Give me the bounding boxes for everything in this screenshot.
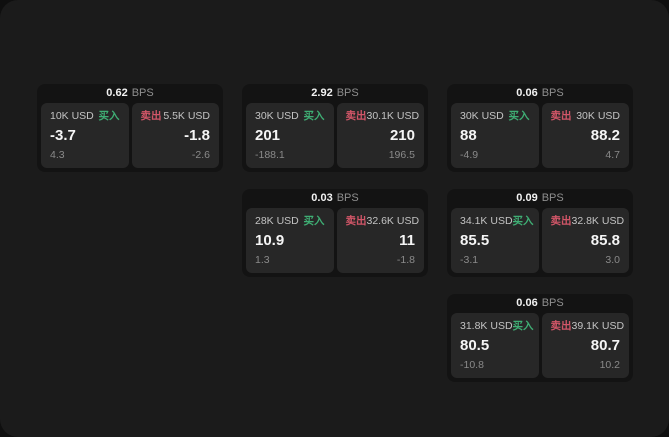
bps-label: BPS [336,87,359,99]
sell-panel[interactable]: 卖出 32.6K USD 11 -1.8 [336,208,424,273]
buy-side-label: 买入 [303,215,325,227]
buy-amount: 31.8K USD [460,320,513,332]
sell-amount: 39.1K USD [571,320,625,332]
sell-amount: 30.1K USD [366,110,420,122]
buy-price: 10.9 [255,232,285,249]
bps-label: BPS [541,297,564,309]
bps-value: 0.06 [516,87,538,99]
sell-delta: -1.8 [396,254,415,266]
bps-label: BPS [131,87,154,99]
sell-delta: -2.6 [191,149,210,161]
buy-delta: 1.3 [255,254,270,266]
sell-delta: 3.0 [605,254,620,266]
bps-header: 0.03 BPS [246,189,424,208]
buy-side-label: 买入 [512,215,534,227]
buy-price: 80.5 [460,337,490,354]
bps-label: BPS [541,192,564,204]
buy-side-label: 买入 [98,110,120,122]
bps-header: 0.62 BPS [41,84,219,103]
sell-side-label: 卖出 [550,320,572,332]
bps-label: BPS [336,192,359,204]
sell-delta: 10.2 [599,359,620,371]
sell-side-label: 卖出 [140,110,162,122]
sell-price: -1.8 [184,127,210,144]
bps-header: 0.06 BPS [451,294,629,313]
sell-price: 11 [399,232,415,249]
quote-grid: 0.62 BPS 10K USD 买入 -3.7 4.3 卖出 5.5K USD [37,84,633,382]
sell-panel[interactable]: 卖出 32.8K USD 85.8 3.0 [541,208,629,273]
buy-delta: 4.3 [50,149,65,161]
buy-amount: 30K USD [255,110,299,122]
buy-price: 88 [460,127,477,144]
bps-value: 2.92 [311,87,333,99]
bps-header: 0.09 BPS [451,189,629,208]
bps-value: 0.62 [106,87,128,99]
buy-panel[interactable]: 34.1K USD 买入 85.5 -3.1 [451,208,539,273]
quote-card: 2.92 BPS 30K USD 买入 201 -188.1 卖出 30.1K U… [242,84,428,172]
sell-side-label: 卖出 [550,215,572,227]
sell-amount: 5.5K USD [163,110,210,122]
buy-amount: 30K USD [460,110,504,122]
buy-price: 201 [255,127,281,144]
bps-label: BPS [541,87,564,99]
buy-side-label: 买入 [512,320,534,332]
sell-panel[interactable]: 卖出 39.1K USD 80.7 10.2 [541,313,629,378]
sell-amount: 32.6K USD [366,215,420,227]
buy-side-label: 买入 [508,110,530,122]
quote-card: 0.06 BPS 31.8K USD 买入 80.5 -10.8 卖出 39.1K… [447,294,633,382]
buy-amount: 10K USD [50,110,94,122]
sell-side-label: 卖出 [550,110,572,122]
sell-side-label: 卖出 [345,215,367,227]
sell-amount: 32.8K USD [571,215,625,227]
sell-price: 88.2 [590,127,620,144]
bps-value: 0.06 [516,297,538,309]
buy-panel[interactable]: 30K USD 买入 88 -4.9 [451,103,539,168]
buy-delta: -188.1 [255,149,285,161]
buy-delta: -3.1 [460,254,479,266]
sell-delta: 196.5 [388,149,415,161]
sell-delta: 4.7 [605,149,620,161]
buy-delta: -10.8 [460,359,484,371]
buy-panel[interactable]: 10K USD 买入 -3.7 4.3 [41,103,129,168]
buy-panel[interactable]: 31.8K USD 买入 80.5 -10.8 [451,313,539,378]
bps-value: 0.09 [516,192,538,204]
quote-card: 0.62 BPS 10K USD 买入 -3.7 4.3 卖出 5.5K USD [37,84,223,172]
buy-amount: 34.1K USD [460,215,513,227]
quote-card: 0.03 BPS 28K USD 买入 10.9 1.3 卖出 32.6K USD [242,189,428,277]
sell-price: 85.8 [590,232,620,249]
quote-card: 0.09 BPS 34.1K USD 买入 85.5 -3.1 卖出 32.8K … [447,189,633,277]
sell-price: 80.7 [590,337,620,354]
sell-price: 210 [389,127,415,144]
bps-header: 2.92 BPS [246,84,424,103]
buy-side-label: 买入 [303,110,325,122]
sell-amount: 30K USD [576,110,620,122]
sell-side-label: 卖出 [345,110,367,122]
quote-card: 0.06 BPS 30K USD 买入 88 -4.9 卖出 30K USD [447,84,633,172]
sell-panel[interactable]: 卖出 5.5K USD -1.8 -2.6 [131,103,219,168]
buy-price: 85.5 [460,232,490,249]
sell-panel[interactable]: 卖出 30K USD 88.2 4.7 [541,103,629,168]
buy-delta: -4.9 [460,149,479,161]
buy-price: -3.7 [50,127,76,144]
buy-amount: 28K USD [255,215,299,227]
buy-panel[interactable]: 28K USD 买入 10.9 1.3 [246,208,334,273]
buy-panel[interactable]: 30K USD 买入 201 -188.1 [246,103,334,168]
sell-panel[interactable]: 卖出 30.1K USD 210 196.5 [336,103,424,168]
bps-header: 0.06 BPS [451,84,629,103]
bps-value: 0.03 [311,192,333,204]
